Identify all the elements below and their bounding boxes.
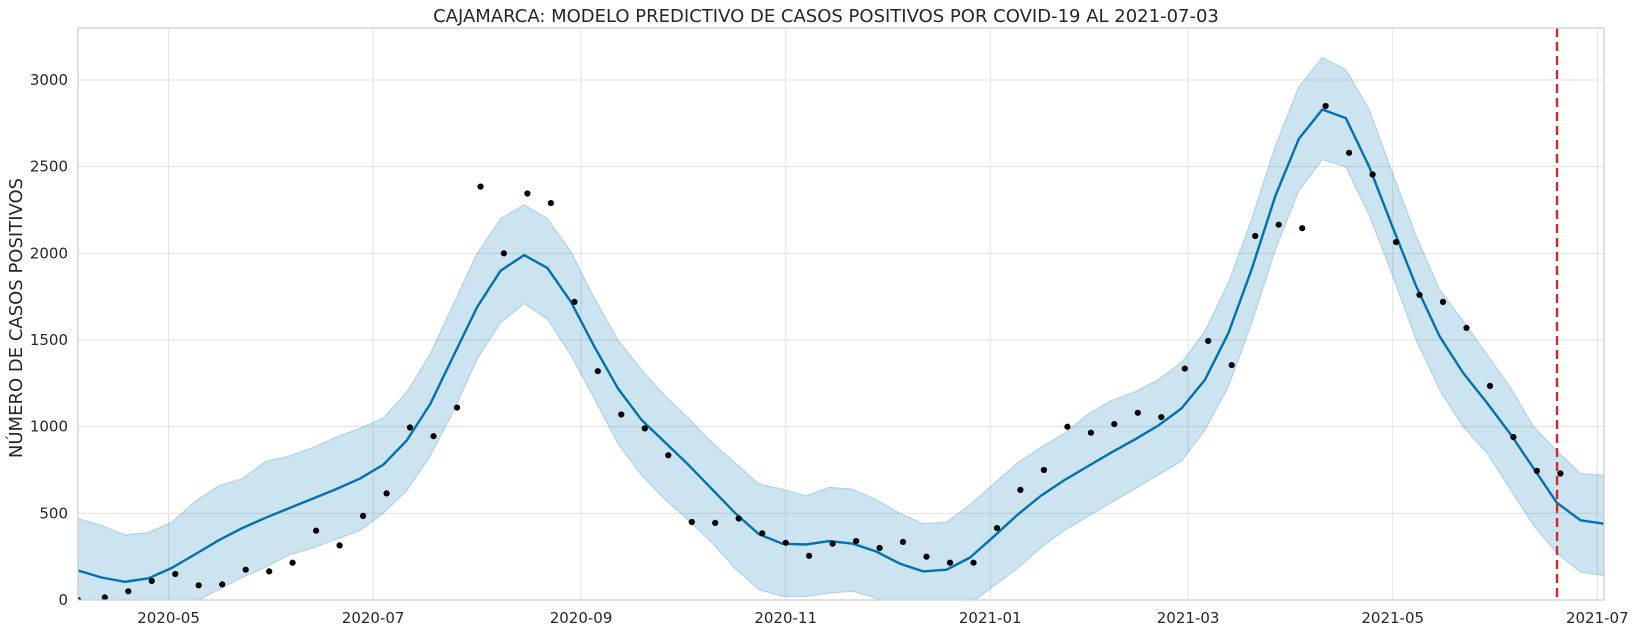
forecast-line <box>78 108 1604 583</box>
observed-point <box>289 559 296 566</box>
chart-title: CAJAMARCA: MODELO PREDICTIVO DE CASOS PO… <box>433 6 1219 27</box>
observed-point <box>1557 470 1564 477</box>
y-tick-label: 2000 <box>30 244 68 262</box>
observed-point <box>78 596 82 600</box>
observed-point <box>1205 337 1212 344</box>
observed-point <box>571 298 578 305</box>
observed-point <box>1111 421 1118 428</box>
observed-point <box>712 519 719 527</box>
observed-point <box>1510 434 1517 441</box>
observed-point <box>1346 149 1353 156</box>
x-tick-label: 2020-05 <box>137 609 200 627</box>
observed-point <box>1134 409 1141 416</box>
observed-point <box>406 424 414 431</box>
observed-point <box>899 538 907 546</box>
observed-point <box>453 404 461 411</box>
x-tick-label: 2020-07 <box>342 609 405 627</box>
observed-point <box>993 525 1001 532</box>
observed-point <box>946 559 954 566</box>
observed-point <box>618 411 625 418</box>
x-tick-label: 2021-05 <box>1361 609 1424 627</box>
observed-point <box>500 250 507 257</box>
observed-point <box>101 594 108 600</box>
observed-point <box>1439 298 1447 305</box>
observed-point <box>641 425 648 432</box>
y-tick-label: 500 <box>39 504 68 522</box>
observed-point <box>1181 365 1188 372</box>
y-axis-ticks: 0 500 1000 1500 2000 2500 3000 <box>30 71 68 609</box>
x-tick-label: 2021-07 <box>1566 609 1629 627</box>
y-tick-label: 1500 <box>30 331 68 349</box>
observed-point <box>970 559 977 566</box>
observed-point <box>195 582 202 589</box>
observed-point <box>148 577 155 585</box>
observed-point <box>1087 429 1094 436</box>
forecast-line-path <box>78 108 1604 583</box>
observed-point <box>336 542 343 549</box>
x-tick-label: 2021-01 <box>959 609 1022 627</box>
observed-point <box>806 552 813 559</box>
y-axis-label: NÚMERO DE CASOS POSITIVOS <box>5 178 27 458</box>
y-tick-label: 1000 <box>30 418 68 436</box>
observed-point <box>125 588 132 595</box>
observed-point <box>735 515 742 522</box>
x-tick-label: 2021-03 <box>1157 609 1220 627</box>
observed-point <box>430 433 437 440</box>
observed-point <box>242 566 249 573</box>
observed-point <box>1158 414 1165 421</box>
x-tick-label: 2020-11 <box>754 609 817 627</box>
observed-point <box>172 570 179 578</box>
observed-point <box>829 540 836 547</box>
observed-point <box>1322 102 1329 110</box>
observed-point <box>688 518 695 526</box>
observed-point <box>1017 486 1024 493</box>
observed-point <box>665 452 672 459</box>
observed-point <box>1393 239 1400 246</box>
observed-point <box>782 539 789 546</box>
observed-point <box>313 527 320 534</box>
observed-point <box>524 190 531 197</box>
y-tick-label: 2500 <box>30 158 68 176</box>
grid <box>78 28 1604 601</box>
observed-point <box>477 183 484 190</box>
observed-point <box>1275 221 1282 228</box>
plot-frame-rect <box>77 27 1605 601</box>
observed-point <box>759 530 766 537</box>
plot-frame <box>77 27 1605 601</box>
y-tick-label: 3000 <box>30 71 68 89</box>
observed-point <box>594 368 601 375</box>
observed-point <box>1463 324 1470 331</box>
observed-point <box>1533 467 1540 474</box>
observed-point <box>1416 291 1423 298</box>
observed-point <box>266 568 273 575</box>
uncertainty-band <box>78 56 1604 600</box>
uncertainty-band-area <box>78 56 1604 600</box>
observed-point <box>360 512 367 520</box>
observed-point <box>1064 423 1071 430</box>
observed-point <box>1299 225 1306 232</box>
observed-point <box>547 200 555 207</box>
observed-point <box>1369 171 1376 178</box>
observed-point <box>219 581 226 588</box>
observed-point <box>923 553 930 560</box>
observed-point <box>1252 232 1259 240</box>
observed-point <box>383 490 390 497</box>
observed-point <box>1486 382 1494 389</box>
observed-points <box>78 102 1564 600</box>
observed-point <box>853 538 860 545</box>
x-axis-ticks: 2020-05 2020-07 2020-09 2020-11 2021-01 2021-… <box>137 609 1628 627</box>
observed-point <box>1040 466 1047 474</box>
x-tick-label: 2020-09 <box>550 609 613 627</box>
observed-point <box>1228 362 1235 369</box>
observed-point <box>876 544 883 552</box>
y-tick-label: 0 <box>58 591 68 609</box>
